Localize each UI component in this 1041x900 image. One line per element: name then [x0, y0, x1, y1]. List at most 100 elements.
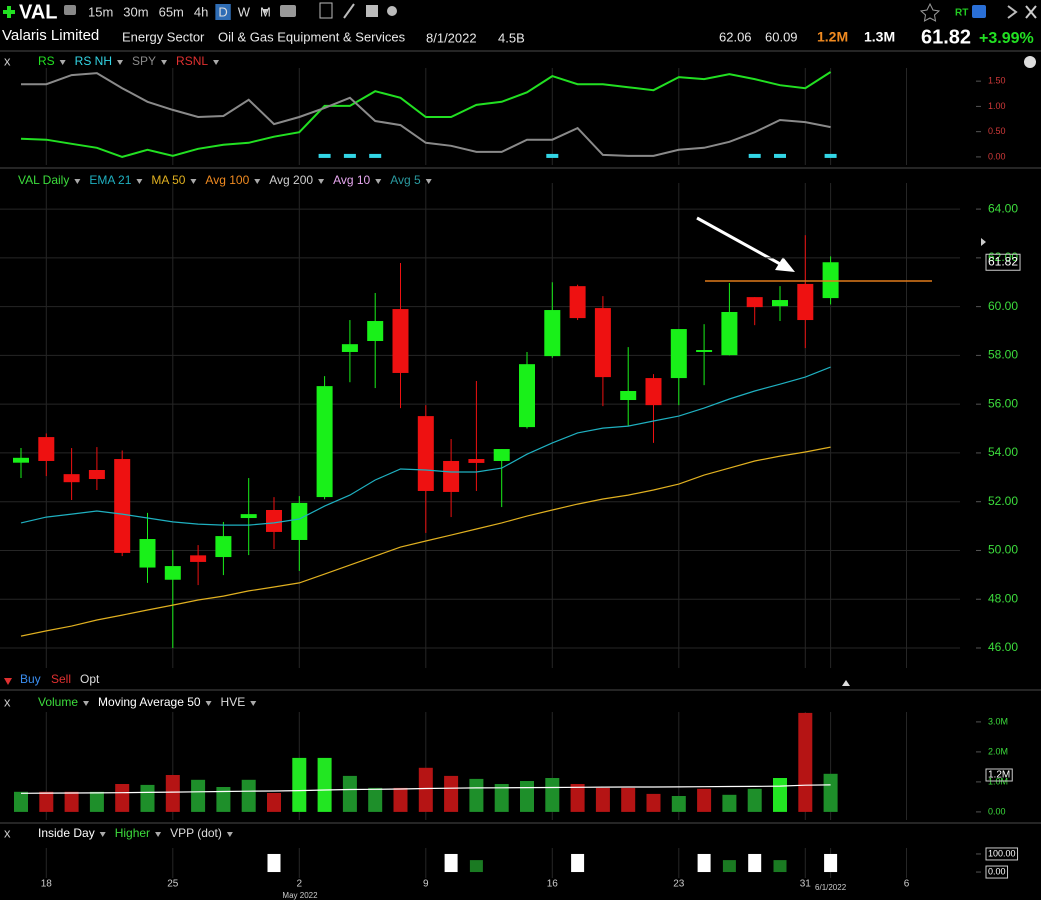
close-icon[interactable]	[1025, 5, 1037, 19]
legend-item[interactable]: RS NH	[75, 54, 112, 68]
icon[interactable]	[366, 5, 378, 17]
dropdown[interactable]	[74, 179, 81, 184]
arrow-head	[775, 257, 795, 272]
candle-body	[443, 460, 460, 492]
x-tick-label: 6/1/2022	[815, 883, 847, 892]
dropdown[interactable]	[83, 701, 90, 706]
close-button[interactable]: x	[4, 53, 11, 68]
dropdown[interactable]	[226, 832, 233, 837]
marker	[369, 153, 382, 158]
legend-item[interactable]: MA 50	[151, 173, 185, 187]
buy-button[interactable]: Buy	[20, 672, 41, 686]
y-tick-label: 58.00	[988, 348, 1018, 362]
legend-item[interactable]: Avg 10	[333, 173, 370, 187]
rt-label[interactable]: RT	[955, 8, 968, 19]
annotation-arrow	[696, 216, 795, 272]
legend-item[interactable]: Avg 5	[390, 173, 421, 187]
legend-item[interactable]: Avg 100	[205, 173, 249, 187]
legend-item[interactable]: RSNL	[176, 54, 208, 68]
candle-body	[13, 457, 29, 463]
candle-body	[797, 283, 814, 321]
interval-button[interactable]: D	[218, 4, 227, 19]
candle-body	[266, 509, 282, 532]
price-pointer	[981, 238, 986, 246]
y-tick-label: 1.00	[988, 101, 1006, 111]
candle-body	[493, 449, 510, 461]
close-button[interactable]: x	[4, 825, 11, 840]
interval-button[interactable]: 30m	[123, 4, 148, 19]
marker	[774, 153, 786, 158]
legend-item[interactable]: Inside Day	[38, 826, 95, 840]
opt-button[interactable]: Opt	[80, 672, 100, 686]
dropdown[interactable]	[254, 179, 261, 184]
x-tick-label: 18	[41, 879, 53, 890]
bar	[520, 781, 534, 812]
dropdown[interactable]	[213, 60, 220, 65]
legend-item[interactable]: HVE	[221, 695, 246, 709]
dropdown[interactable]	[190, 179, 197, 184]
bar	[469, 860, 483, 873]
y-tick-label: 0.00	[988, 806, 1006, 816]
icon[interactable]	[387, 6, 397, 16]
icon[interactable]	[64, 5, 76, 15]
legend-item[interactable]: Avg 200	[269, 173, 313, 187]
icon[interactable]	[343, 3, 355, 19]
dropdown[interactable]	[99, 832, 106, 837]
icon[interactable]	[280, 5, 296, 17]
close-button[interactable]: x	[4, 694, 11, 709]
bar	[317, 757, 332, 812]
legend-item[interactable]: VAL Daily	[18, 173, 69, 187]
dropdown[interactable]	[375, 179, 382, 184]
legend-item[interactable]: Moving Average 50	[98, 695, 201, 709]
day-low: 60.09	[765, 29, 798, 44]
legend-item[interactable]: EMA 21	[89, 173, 131, 187]
interval-button[interactable]: 4h	[194, 4, 208, 19]
bar	[115, 784, 130, 812]
dropdown[interactable]	[262, 9, 268, 14]
bar	[418, 767, 433, 812]
y-tick-label: 2.0M	[988, 746, 1008, 756]
interval-button[interactable]: 15m	[88, 4, 113, 19]
legend-item[interactable]: Higher	[115, 826, 150, 840]
interval-button[interactable]: M	[260, 4, 271, 19]
dropdown[interactable]	[155, 832, 162, 837]
star-icon[interactable]	[919, 2, 941, 22]
icon[interactable]	[1007, 5, 1018, 19]
dropdown[interactable]	[161, 60, 168, 65]
interval-button[interactable]: W	[238, 4, 251, 19]
industry: Oil & Gas Equipment & Services	[218, 29, 406, 44]
bar	[444, 775, 459, 812]
bar	[292, 757, 307, 812]
legend-item[interactable]: VPP (dot)	[170, 826, 222, 840]
dropdown[interactable]	[136, 179, 143, 184]
settings-icon[interactable]	[1024, 56, 1036, 68]
separators	[0, 50, 1041, 824]
candle-body	[670, 329, 687, 379]
icon[interactable]	[972, 5, 986, 18]
dropdown[interactable]	[250, 701, 257, 706]
legend-item[interactable]: SPY	[132, 54, 156, 68]
bar	[241, 779, 256, 812]
marker	[318, 153, 331, 158]
bar	[570, 784, 585, 812]
interval-button[interactable]: 65m	[159, 4, 184, 19]
line	[20, 784, 831, 794]
candle-body	[417, 416, 434, 491]
interval-selected[interactable]	[215, 4, 231, 20]
dropdown[interactable]	[318, 179, 325, 184]
candle-body	[519, 364, 535, 428]
sell-button[interactable]: Sell	[51, 672, 71, 686]
dropdown[interactable]	[425, 179, 432, 184]
dropdown[interactable]	[205, 701, 212, 706]
legend-item[interactable]: Volume	[38, 695, 78, 709]
legend-item[interactable]: RS	[38, 54, 55, 68]
ticker[interactable]: VAL	[19, 1, 58, 23]
add-icon[interactable]	[3, 6, 15, 18]
y-tick-label: 0.00	[988, 866, 1006, 876]
bar	[216, 787, 231, 812]
scroll-marker[interactable]	[842, 680, 850, 686]
icon[interactable]	[319, 2, 333, 19]
dropdown[interactable]	[59, 60, 66, 65]
dropdown[interactable]	[117, 60, 124, 65]
